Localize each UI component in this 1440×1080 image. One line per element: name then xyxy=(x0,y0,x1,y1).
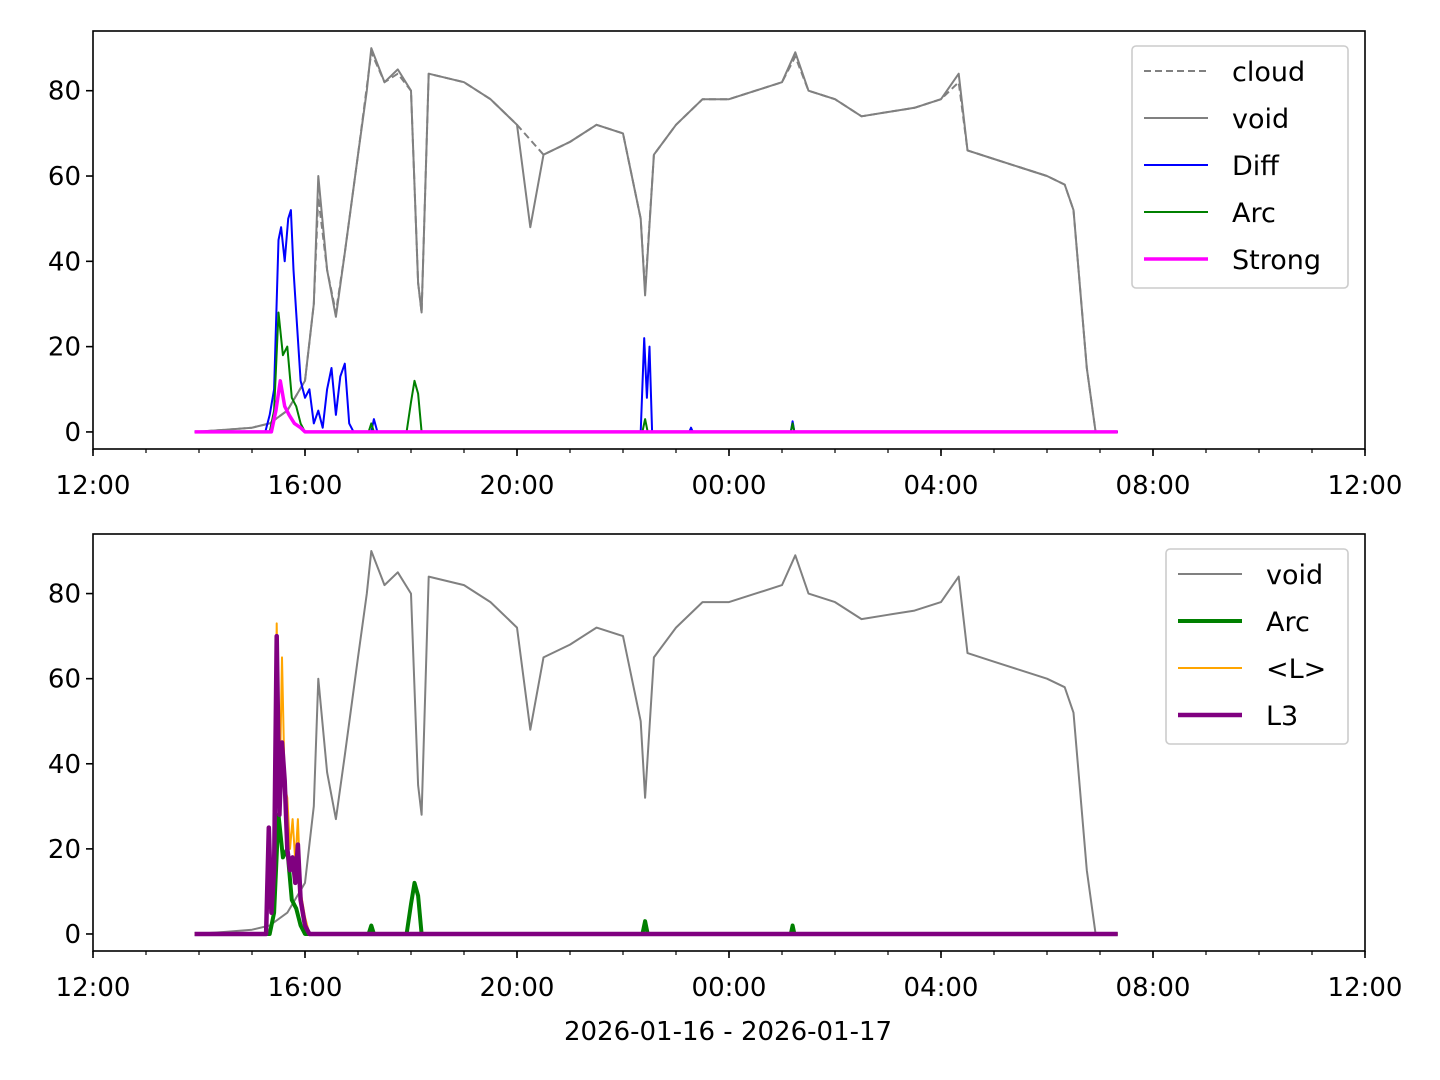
legend-box xyxy=(1165,548,1349,745)
y-tick-label: 80 xyxy=(48,77,81,107)
legend-label: L3 xyxy=(1266,701,1298,732)
x-tick-label: 08:00 xyxy=(1116,471,1191,501)
x-tick-label: 12:00 xyxy=(1328,471,1403,501)
x-tick-label: 04:00 xyxy=(904,973,979,1003)
legend-label: Strong xyxy=(1232,245,1321,276)
x-tick-label: 00:00 xyxy=(692,973,767,1003)
x-tick-label: 20:00 xyxy=(480,471,555,501)
x-tick-label: 12:00 xyxy=(56,471,131,501)
legend-label: Arc xyxy=(1266,607,1310,638)
series-line-L3 xyxy=(194,633,1118,937)
series-line-void xyxy=(194,550,1118,935)
legend-label: Arc xyxy=(1232,198,1276,229)
series-line-Strong xyxy=(194,379,1118,434)
x-tick-label: 08:00 xyxy=(1116,973,1191,1003)
y-tick-label: 0 xyxy=(64,418,81,448)
series-group xyxy=(194,47,1118,434)
x-tick-label: 20:00 xyxy=(480,973,555,1003)
legend-label: Diff xyxy=(1232,151,1280,182)
legend-label: cloud xyxy=(1232,57,1305,88)
legend: void Arc <L> L3 xyxy=(1165,548,1349,745)
legend: cloud void Diff Arc Strong xyxy=(1131,45,1349,289)
x-tick-label: 16:00 xyxy=(268,973,343,1003)
legend-box xyxy=(1131,45,1349,289)
y-tick-label: 20 xyxy=(48,333,81,363)
x-tick-label: 04:00 xyxy=(904,471,979,501)
x-tick-label: 00:00 xyxy=(692,471,767,501)
x-axis-label: 2026-01-16 - 2026-01-17 xyxy=(564,1017,892,1047)
x-tick-label: 16:00 xyxy=(268,471,343,501)
legend-label: <L> xyxy=(1266,654,1326,685)
legend-label: void xyxy=(1266,560,1323,591)
y-tick-label: 20 xyxy=(48,835,81,865)
chart-panel-bottom: 0 20 40 60 80 12:00 16:00 20:00 00:00 04:00 08:00 1… xyxy=(48,533,1403,1003)
y-tick-label: 0 xyxy=(64,920,81,950)
series-line-void xyxy=(194,47,1118,433)
y-tick-label: 40 xyxy=(48,247,81,277)
series-group xyxy=(194,550,1118,937)
x-tick-label: 12:00 xyxy=(56,973,131,1003)
y-tick-label: 40 xyxy=(48,750,81,780)
y-tick-label: 80 xyxy=(48,580,81,610)
chart-panel-top: 0 20 40 60 80 12:00 16:00 20:00 00:00 04:00 08:00 1… xyxy=(48,30,1403,501)
y-tick-label: 60 xyxy=(48,162,81,192)
y-tick-label: 60 xyxy=(48,665,81,695)
legend-label: void xyxy=(1232,104,1289,135)
x-tick-label: 12:00 xyxy=(1328,973,1403,1003)
